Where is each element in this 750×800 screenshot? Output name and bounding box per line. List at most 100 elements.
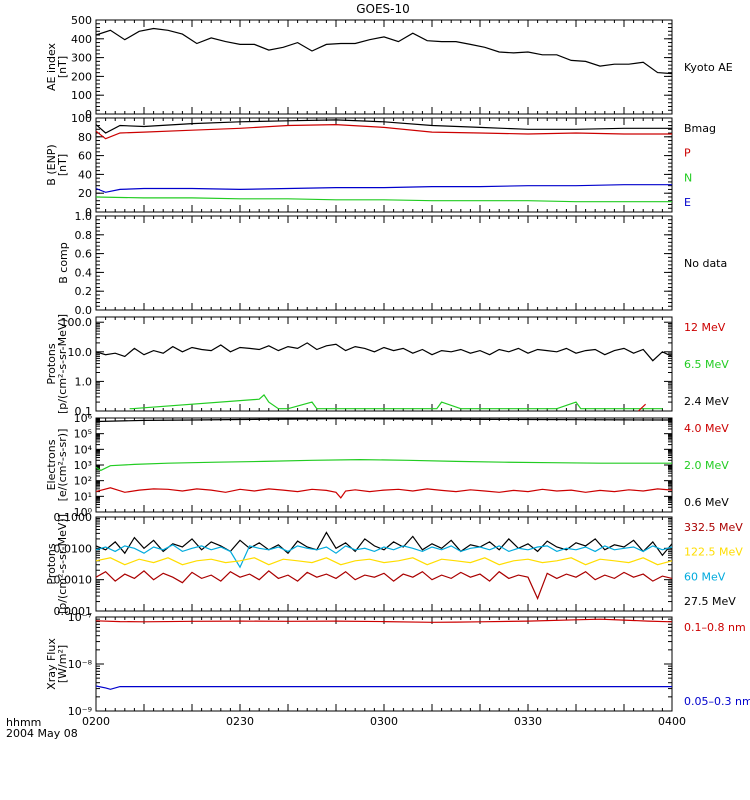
panel-frame	[95, 417, 673, 513]
y-tick-label: 0.6	[75, 248, 93, 261]
y-tick-label: 10⁴	[74, 443, 93, 456]
y-axis-label: Xray Flux	[45, 638, 58, 690]
y-tick-label: 0	[85, 206, 92, 219]
series-line-27-5-MeV	[95, 531, 673, 557]
time-axis-label: hhmm	[6, 716, 41, 729]
y-tick-label: 10²	[74, 475, 92, 488]
y-axis-label: [p/(cm²-s-sr-MeV)]	[56, 314, 69, 414]
y-tick-label: 1.0	[75, 210, 93, 223]
legend-entry: Kyoto AE	[684, 61, 733, 74]
panel-bcomp: 0.0 0.2 0.4 0.6 0.8 1.0 B comp No data	[57, 210, 727, 317]
y-tick-label: 0.8	[75, 229, 93, 242]
y-tick-label: 10⁻⁸	[68, 658, 93, 671]
legend-entry: N	[684, 171, 692, 184]
y-tick-label: 100.0	[61, 316, 93, 329]
legend-entry: 60 MeV	[684, 570, 726, 583]
series-line-N	[95, 196, 672, 203]
y-tick-label: 10⁵	[74, 428, 92, 441]
y-axis-label: [W/m²]	[56, 645, 69, 683]
legend-entry: P	[684, 147, 691, 160]
series-line-P	[95, 123, 672, 140]
legend-entry: 2.4 MeV	[684, 395, 729, 408]
y-tick-label: 0.0001	[54, 605, 93, 618]
y-axis-label: Protons	[45, 543, 58, 584]
legend-entry: 12 MeV	[684, 321, 726, 334]
legend-entry: 332.5 MeV	[684, 521, 743, 534]
series-line-Kyoto-AE	[95, 27, 673, 75]
series-line-122-5-MeV	[95, 557, 673, 566]
y-tick-label: 0.0	[75, 304, 93, 317]
y-tick-label: 10⁰	[74, 506, 93, 519]
y-tick-label: 0.2	[75, 285, 93, 298]
legend-entry: 0.1–0.8 nm	[684, 621, 746, 634]
x-tick-label: 0300	[370, 715, 398, 728]
y-axis-label: [e/(cm²-s-sr)]	[56, 429, 69, 502]
series-line-0-6-MeV	[95, 418, 673, 423]
panel-frame	[95, 616, 673, 712]
y-axis-label: Protons	[45, 343, 58, 384]
panel-xray: 10⁻⁹ 10⁻⁸ 10⁻⁷ Xray Flux[W/m²] 0.1–0.8 nm 0.0…	[45, 611, 750, 718]
panel-frame	[95, 316, 673, 412]
y-tick-label: 300	[71, 52, 92, 65]
series-line-E	[95, 184, 672, 193]
series-line-332-5-MeV	[95, 570, 673, 601]
y-tick-label: 60	[78, 150, 92, 163]
y-tick-label: 200	[71, 70, 92, 83]
x-tick-label: 0400	[658, 715, 686, 728]
y-tick-label: 10¹	[74, 490, 92, 503]
legend-entry: 6.5 MeV	[684, 358, 729, 371]
series-line-0-1-0-8-nm	[95, 618, 673, 623]
series-line-2-4-MeV	[95, 342, 673, 362]
y-tick-label: 10.0	[68, 346, 93, 359]
y-axis-label: AE index	[45, 42, 58, 91]
y-tick-label: 0.0100	[54, 542, 93, 555]
y-tick-label: 10⁶	[74, 412, 93, 425]
legend-entry: 0.05–0.3 nm	[684, 695, 750, 708]
legend-entry: 122.5 MeV	[684, 546, 743, 559]
y-tick-label: 0.0010	[54, 574, 93, 587]
series-line-60-MeV	[95, 544, 673, 569]
series-line-Bmag	[95, 119, 672, 134]
series-line-2-0-MeV	[95, 458, 672, 472]
panel-electrons: 10⁰ 10¹ 10² 10³ 10⁴ 10⁵ 10⁶ Electrons[e/(cm²-s-…	[45, 412, 729, 519]
panel-protons_low: 0.1 1.0 10.0 100.0 Protons[p/(cm²-s-sr-MeV)]…	[45, 314, 729, 418]
y-tick-label: 40	[78, 168, 92, 181]
y-axis-label: [nT]	[56, 56, 69, 78]
y-tick-label: 10⁻⁹	[68, 705, 92, 718]
legend-entry: 0.6 MeV	[684, 496, 729, 509]
panel-frame	[95, 516, 673, 612]
x-tick-label: 0230	[226, 715, 254, 728]
series-line-12-MeV	[637, 403, 647, 412]
legend-entry: E	[684, 196, 691, 209]
y-tick-label: 80	[78, 131, 92, 144]
date-label: 2004 May 08	[6, 727, 78, 740]
series-line-6-5-MeV	[129, 393, 663, 410]
legend-entry: 2.0 MeV	[684, 459, 729, 472]
y-tick-label: 100	[71, 89, 92, 102]
panel-bfield: 0 20 40 60 80 100 B (ENP)[nT] Bmag PNE	[45, 112, 716, 219]
y-axis-label: [p/(cm²-s-sr-MeV)]	[56, 514, 69, 614]
y-tick-label: 20	[78, 187, 92, 200]
legend-entry: 27.5 MeV	[684, 595, 736, 608]
y-tick-label: 1.0	[75, 375, 93, 388]
y-axis-label: Electrons	[45, 439, 58, 490]
y-tick-label: 10³	[74, 459, 92, 472]
y-axis-label: B (ENP)	[45, 144, 58, 185]
y-tick-label: 0.1	[75, 405, 93, 418]
y-axis-label: B comp	[57, 242, 70, 284]
y-tick-label: 10⁻⁷	[68, 611, 92, 624]
series-line-4-0-MeV	[95, 487, 673, 499]
legend-entry: No data	[684, 257, 727, 270]
y-tick-label: 0.4	[75, 266, 93, 279]
y-tick-label: 500	[71, 14, 92, 27]
legend-entry: 4.0 MeV	[684, 422, 729, 435]
y-tick-label: 0.1000	[54, 511, 93, 524]
panel-protons_high: 0.0001 0.0010 0.0100 0.1000 Protons[p/(cm²-s…	[45, 511, 743, 618]
legend-entry: Bmag	[684, 122, 716, 135]
panel-ae: 0 100 200 300 400 500 AE index[nT] Kyoto AE	[45, 14, 733, 121]
y-tick-label: 0	[85, 108, 92, 121]
y-tick-label: 100	[71, 112, 92, 125]
y-axis-label: [nT]	[56, 154, 69, 176]
